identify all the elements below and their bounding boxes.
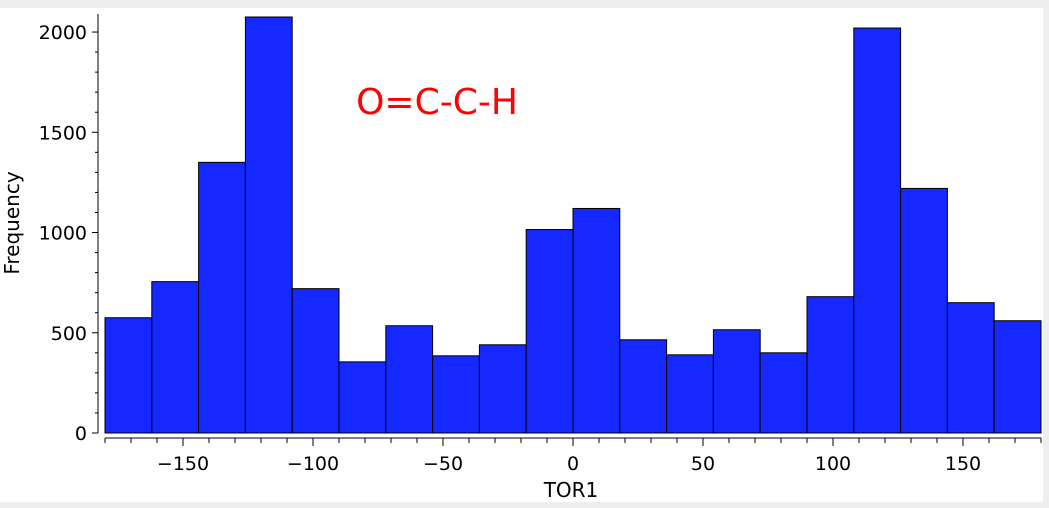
y-tick-label: 1000 xyxy=(39,223,87,245)
histogram-bar xyxy=(619,339,668,434)
histogram-bar xyxy=(338,361,387,434)
x-tick-label: 100 xyxy=(815,453,851,475)
histogram-bar xyxy=(712,329,761,434)
histogram-bar xyxy=(946,302,995,434)
x-axis-title: TOR1 xyxy=(543,478,599,502)
y-tick-label: 0 xyxy=(75,423,87,445)
histogram-bar xyxy=(104,317,153,434)
histogram-bar xyxy=(900,187,948,434)
histogram-bar xyxy=(759,352,808,434)
histogram-bar xyxy=(198,161,246,434)
x-tick-label: 150 xyxy=(945,453,981,475)
bars-group xyxy=(104,16,1042,434)
histogram-bar xyxy=(151,281,200,434)
histogram-bar xyxy=(385,325,434,434)
x-tick-label: −100 xyxy=(287,453,339,475)
x-ticks-group: −150 −100 −50 0 50 100 150 xyxy=(104,438,1042,475)
histogram-bar xyxy=(432,355,480,434)
x-tick-label: −50 xyxy=(423,453,463,475)
y-axis-title: Frequency xyxy=(0,171,24,274)
y-ticks-group: 0 500 1000 1500 2000 xyxy=(39,22,98,445)
x-tick-label: 50 xyxy=(691,453,715,475)
y-tick-label: 500 xyxy=(51,323,87,345)
y-tick-label: 2000 xyxy=(39,22,87,44)
histogram-bar xyxy=(666,354,714,434)
x-tick-label: −150 xyxy=(157,453,209,475)
y-tick-label: 1500 xyxy=(39,122,87,144)
histogram-bar xyxy=(572,207,621,434)
histogram-bar xyxy=(806,296,855,434)
molecule-annotation: O=C-C-H xyxy=(356,82,518,123)
histogram-bar xyxy=(244,16,293,434)
histogram-bar xyxy=(525,229,574,434)
histogram-bar xyxy=(478,344,527,434)
x-tick-label: 0 xyxy=(567,453,579,475)
histogram-bar xyxy=(291,288,340,434)
histogram-bar xyxy=(993,320,1042,434)
histogram-bar xyxy=(853,27,902,434)
